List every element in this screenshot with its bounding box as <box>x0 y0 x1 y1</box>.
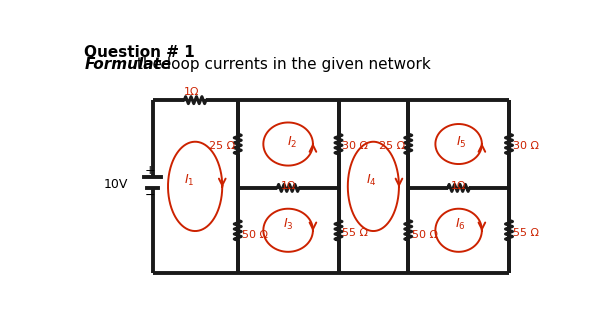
Text: 50 Ω: 50 Ω <box>242 229 268 239</box>
Text: 1Ω: 1Ω <box>280 181 296 191</box>
Text: $I_5$: $I_5$ <box>457 135 467 150</box>
Text: 25 Ω: 25 Ω <box>379 141 405 151</box>
Text: 10V: 10V <box>103 178 128 191</box>
Text: $I_4$: $I_4$ <box>367 173 377 188</box>
Text: 25 Ω: 25 Ω <box>209 141 235 151</box>
Text: Formulate: Formulate <box>84 57 172 72</box>
Text: 30 Ω: 30 Ω <box>343 141 368 151</box>
Text: +: + <box>145 164 155 177</box>
Text: 30 Ω: 30 Ω <box>513 141 539 151</box>
Text: $I_6$: $I_6$ <box>455 216 466 232</box>
Text: −: − <box>145 189 155 202</box>
Text: 1Ω: 1Ω <box>184 87 200 97</box>
Text: $I_3$: $I_3$ <box>283 216 293 232</box>
Text: Question # 1: Question # 1 <box>84 45 195 60</box>
Text: the loop currents in the given network: the loop currents in the given network <box>133 57 431 72</box>
Text: $I_2$: $I_2$ <box>287 135 297 150</box>
Text: $I_1$: $I_1$ <box>184 173 194 188</box>
Text: 55 Ω: 55 Ω <box>343 227 368 237</box>
Text: 55 Ω: 55 Ω <box>513 227 539 237</box>
Text: 50 Ω: 50 Ω <box>412 229 438 239</box>
Text: 1Ω: 1Ω <box>451 181 466 191</box>
